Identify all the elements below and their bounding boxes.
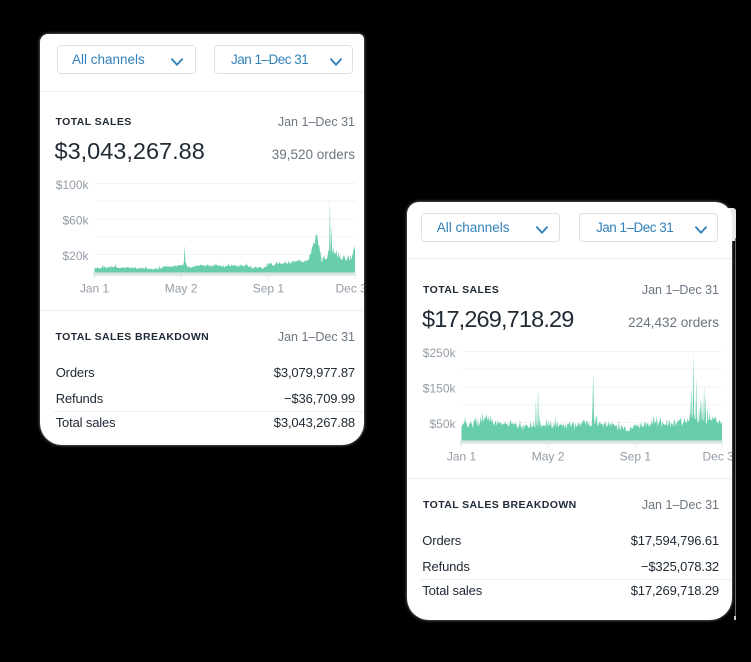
svg-text:Sep 1: Sep 1 [620, 449, 652, 463]
svg-text:$20k: $20k [62, 249, 89, 263]
svg-text:Sep 1: Sep 1 [252, 281, 284, 295]
svg-text:$150k: $150k [423, 381, 457, 395]
svg-text:$100k: $100k [55, 178, 89, 192]
svg-text:$250k: $250k [423, 346, 457, 360]
svg-text:Dec 31: Dec 31 [702, 449, 731, 463]
svg-text:$60k: $60k [62, 213, 89, 227]
svg-text:$50k: $50k [429, 417, 456, 431]
svg-text:May 2: May 2 [532, 449, 565, 463]
svg-text:Dec 31: Dec 31 [335, 281, 364, 295]
svg-text:May 2: May 2 [164, 281, 197, 295]
svg-text:Jan 1: Jan 1 [79, 281, 109, 295]
svg-text:Jan 1: Jan 1 [447, 449, 477, 463]
